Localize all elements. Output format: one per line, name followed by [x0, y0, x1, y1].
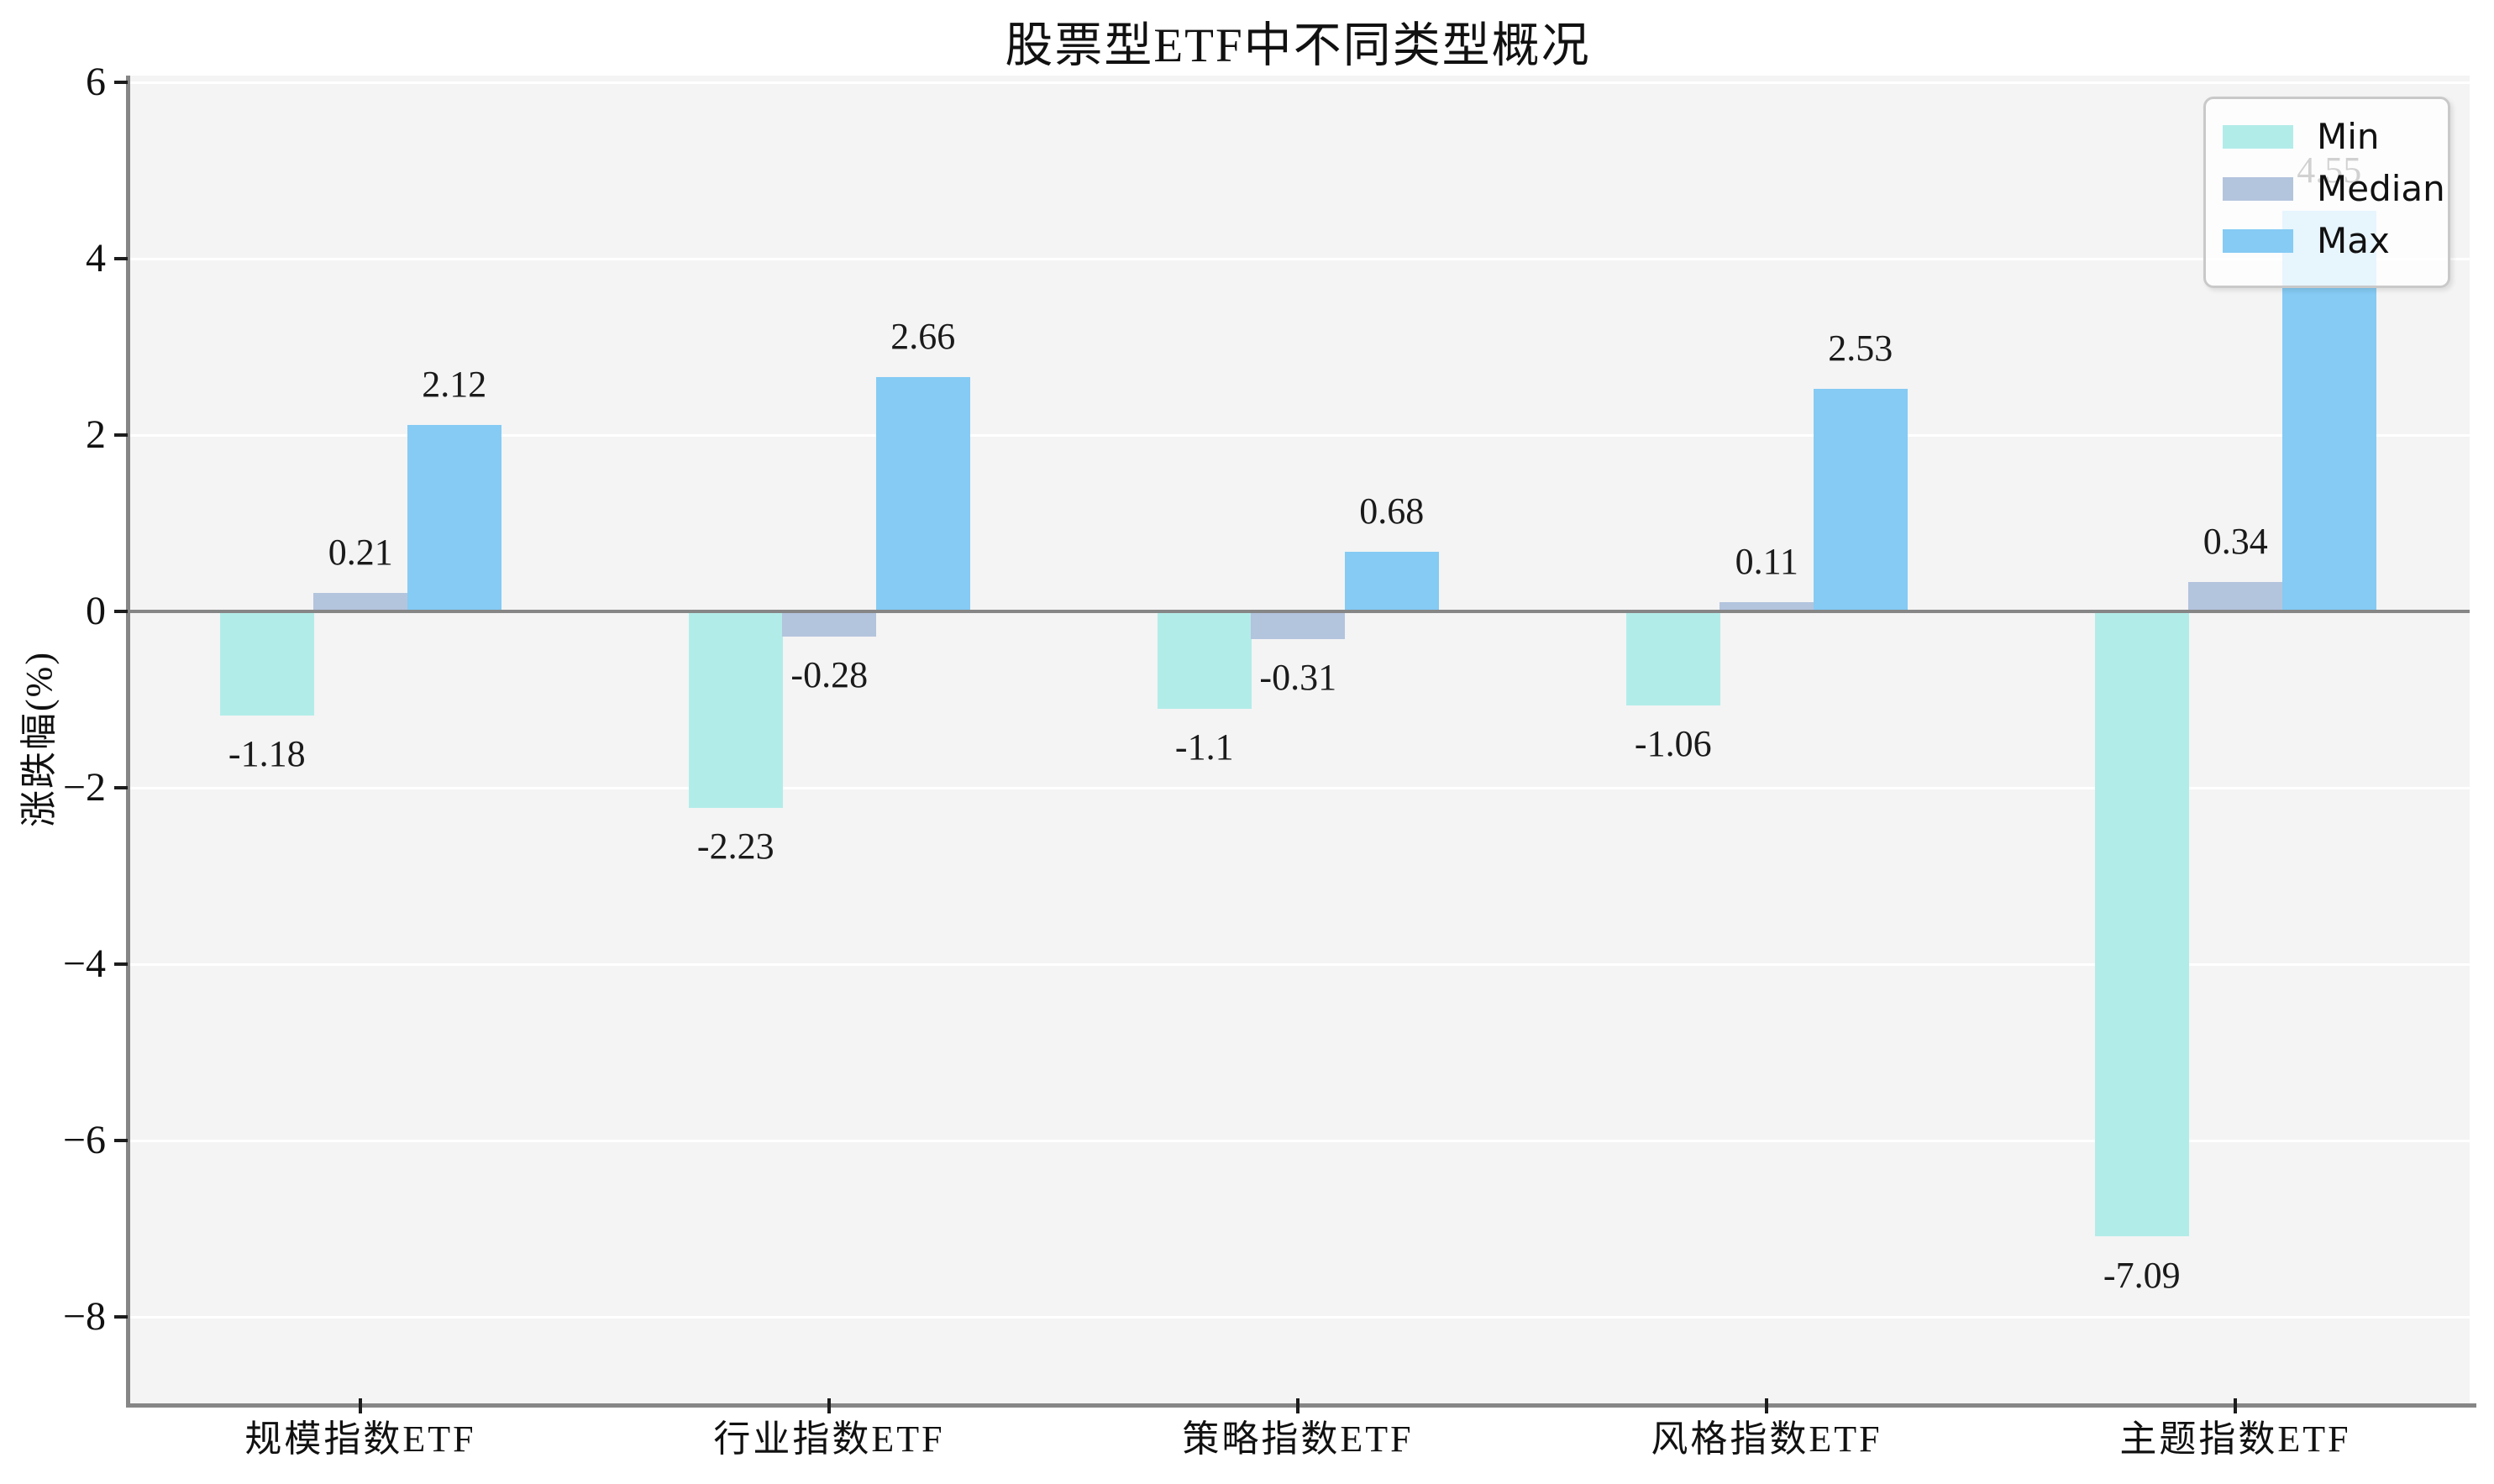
bar-value-label: 0.68	[1359, 490, 1425, 532]
gridline-y--4	[126, 962, 2470, 966]
gridline-y-4	[126, 257, 2470, 260]
y-tick-mark	[114, 257, 128, 261]
y-tick-mark	[114, 962, 128, 967]
y-tick-mark	[114, 786, 128, 790]
x-tick-mark	[1296, 1398, 1300, 1413]
bar-value-label: -7.09	[2103, 1254, 2181, 1296]
bar-max-2	[875, 377, 970, 612]
legend-swatch-min	[2223, 125, 2293, 149]
bar-median-3	[1251, 611, 1346, 639]
legend-swatch-max	[2223, 229, 2293, 253]
bar-value-label: -1.1	[1174, 726, 1234, 768]
x-tick-label: 风格指数ETF	[1651, 1418, 1882, 1460]
bar-max-4	[1813, 388, 1908, 612]
bar-min-3	[1157, 611, 1252, 709]
y-tick-label: −2	[62, 765, 106, 810]
legend-item-min: Min	[2206, 111, 2448, 163]
y-tick-label: 2	[86, 412, 106, 458]
bar-value-label: 0.34	[2203, 520, 2268, 562]
y-tick-mark	[114, 1139, 128, 1143]
y-axis-spine	[126, 76, 130, 1408]
gridline-y-6	[126, 81, 2470, 84]
y-tick-label: 6	[86, 60, 106, 105]
legend-rows: Min Median Max	[2206, 111, 2448, 267]
y-tick-label: −6	[62, 1118, 106, 1163]
plot-area: -1.18 0.21 2.12 -2.23 -0.28 2.66 -1.1 -0.31 0.68…	[126, 76, 2470, 1405]
bar-value-label: -1.18	[228, 733, 306, 775]
bar-max-3	[1344, 551, 1439, 612]
gridline-y--6	[126, 1139, 2470, 1142]
bar-median-5	[2188, 581, 2283, 612]
x-tick-mark	[827, 1398, 831, 1413]
bar-min-1	[219, 611, 314, 716]
y-tick-label: 4	[86, 236, 106, 281]
y-tick-mark	[114, 433, 128, 438]
x-tick-label: 行业指数ETF	[713, 1418, 945, 1460]
bar-value-label: 2.53	[1828, 327, 1893, 369]
legend-label: Max	[2317, 220, 2390, 261]
gridline-y-2	[126, 433, 2470, 437]
legend-label: Min	[2317, 116, 2380, 157]
x-tick-mark	[1765, 1398, 1768, 1413]
bar-value-label: -0.31	[1259, 656, 1337, 698]
y-tick-label: −4	[62, 941, 106, 987]
bar-min-5	[2094, 611, 2189, 1237]
y-tick-label: 0	[86, 589, 106, 634]
legend-swatch-median	[2223, 177, 2293, 201]
x-tick-mark	[359, 1398, 362, 1413]
bar-value-label: 0.11	[1735, 540, 1798, 582]
legend-item-median: Median	[2206, 163, 2448, 215]
chart-title: 股票型ETF中不同类型概况	[1005, 19, 1591, 72]
gridline-y--8	[126, 1315, 2470, 1319]
bar-value-label: 2.12	[422, 363, 487, 405]
bar-max-1	[407, 424, 501, 612]
y-tick-label: −8	[62, 1294, 106, 1340]
bar-value-label: -1.06	[1634, 722, 1712, 764]
y-tick-mark	[114, 1315, 128, 1319]
bar-min-2	[688, 611, 783, 809]
y-tick-mark	[114, 81, 128, 85]
legend-item-max: Max	[2206, 215, 2448, 267]
bar-median-4	[1720, 601, 1814, 612]
x-tick-label: 策略指数ETF	[1182, 1418, 1414, 1460]
bar-value-label: -0.28	[790, 653, 869, 695]
x-tick-label: 规模指数ETF	[244, 1418, 476, 1460]
bar-value-label: 2.66	[890, 316, 956, 357]
legend-label: Median	[2317, 168, 2445, 209]
bar-median-2	[782, 611, 877, 637]
gridline-y--2	[126, 786, 2470, 789]
x-tick-label: 主题指数ETF	[2119, 1418, 2351, 1460]
x-axis-spine	[126, 1403, 2476, 1408]
x-tick-mark	[2234, 1398, 2237, 1413]
bar-median-1	[313, 593, 408, 612]
bar-min-4	[1625, 611, 1720, 705]
bar-value-label: -2.23	[696, 826, 774, 868]
legend: Min Median Max	[2203, 97, 2450, 288]
zero-line	[126, 610, 2470, 614]
y-tick-mark	[114, 610, 128, 614]
bar-value-label: 0.21	[328, 532, 393, 574]
